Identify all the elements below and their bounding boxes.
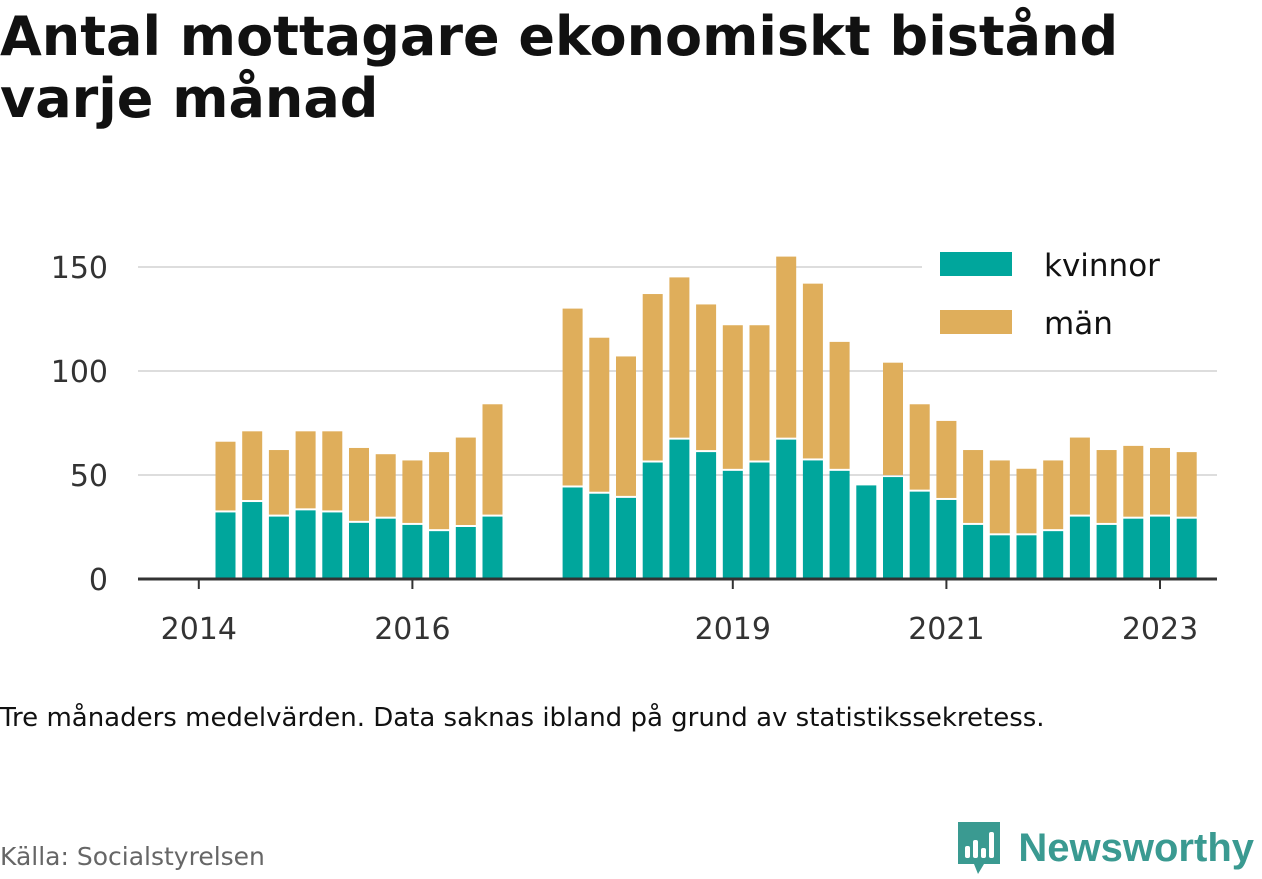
x-axis-ticks: 2014 2016 2019 2021 2023 [161,579,1198,647]
bar-man [722,325,743,469]
bar-kvinnor [883,477,903,579]
bar-kvinnor [722,470,743,579]
bar-man [242,431,263,501]
bar-man [1016,468,1037,534]
bar-man [829,341,850,469]
bar-man [562,308,583,486]
bar-kvinnor [295,510,316,579]
bar-man [1096,450,1117,523]
chart-title: Antal mottagare ekonomiskt bistånd varje… [0,5,1119,130]
bar-man [616,356,636,496]
bar-man [963,450,984,523]
bar-kvinnor [749,462,770,579]
bar-kvinnor [1176,518,1197,579]
bar-man [375,454,396,517]
bar-kvinnor [1150,516,1170,579]
chart-note: Tre månaders medelvärden. Data saknas ib… [0,703,1045,733]
bar-man [883,362,903,476]
bar-man [295,431,316,509]
bar-man [669,277,690,438]
bar-kvinnor [642,462,663,579]
bar-man [1150,447,1170,515]
bar-kvinnor [963,524,984,579]
bar-man [482,404,503,515]
x-tick-label: 2023 [1122,612,1198,647]
bar-kvinnor [242,502,263,579]
bar-man [1123,445,1144,517]
bar-man [455,437,476,525]
bar-man [989,460,1010,534]
y-axis-tick-labels: 0 50 100 150 [51,251,108,598]
bar-kvinnor [776,439,797,579]
x-tick-label: 2016 [374,612,450,647]
bar-kvinnor [989,535,1010,579]
legend-swatch [940,252,1012,276]
bar-kvinnor [1069,516,1090,579]
stacked-bar-chart: 0 50 100 150 2014 2016 2019 2021 2023 kvinnor mä… [51,244,1222,647]
brand-name: Newsworthy [1018,825,1254,870]
bar-kvinnor [669,439,690,579]
legend-swatch [940,310,1012,334]
bar-man [1043,460,1064,530]
y-tick-label: 50 [70,459,108,494]
bar-man [215,441,236,511]
bar-kvinnor [562,487,583,579]
bar-kvinnor [936,499,957,579]
bar-kvinnor [856,485,877,579]
legend-label: kvinnor [1044,248,1160,284]
bar-kvinnor [696,452,717,579]
y-tick-label: 150 [51,251,108,286]
y-tick-label: 0 [89,563,108,598]
x-tick-label: 2021 [908,612,984,647]
bar-kvinnor [268,516,289,579]
bar-man [402,460,423,523]
bar-kvinnor [1123,518,1144,579]
bar-man [589,337,610,492]
x-tick-label: 2019 [695,612,771,647]
bar-man [749,325,770,461]
bar-kvinnor [482,516,503,579]
bar-man [349,447,369,521]
bar-man [936,420,957,498]
legend-label: män [1044,306,1113,342]
legend: kvinnor män [922,244,1222,348]
bar-man [642,294,663,461]
bar-kvinnor [322,512,343,579]
bar-kvinnor [589,493,610,579]
bar-kvinnor [1096,524,1117,579]
bar-man [268,450,289,515]
y-tick-label: 100 [51,355,108,390]
bar-man [1176,452,1197,517]
x-tick-label: 2014 [161,612,237,647]
newsworthy-logo-icon [958,822,1001,874]
bar-kvinnor [455,527,476,579]
bar-man [322,431,343,511]
bar-kvinnor [802,460,823,579]
bar-man [802,283,823,459]
bar-man [429,452,450,530]
bar-kvinnor [349,522,369,579]
bar-kvinnor [1016,535,1037,579]
bar-kvinnor [829,470,850,579]
bar-kvinnor [1043,531,1064,579]
bar-kvinnor [215,512,236,579]
newsworthy-logo: Newsworthy [954,818,1254,878]
bar-man [1069,437,1090,515]
bar-kvinnor [616,497,636,579]
bar-kvinnor [402,524,423,579]
bar-kvinnor [375,518,396,579]
bar-man [776,256,797,438]
bar-kvinnor [909,491,930,579]
source-credit: Källa: Socialstyrelsen [0,842,265,871]
bar-kvinnor [429,531,450,579]
bar-man [909,404,930,490]
bars [215,256,1197,579]
bar-man [696,304,717,451]
